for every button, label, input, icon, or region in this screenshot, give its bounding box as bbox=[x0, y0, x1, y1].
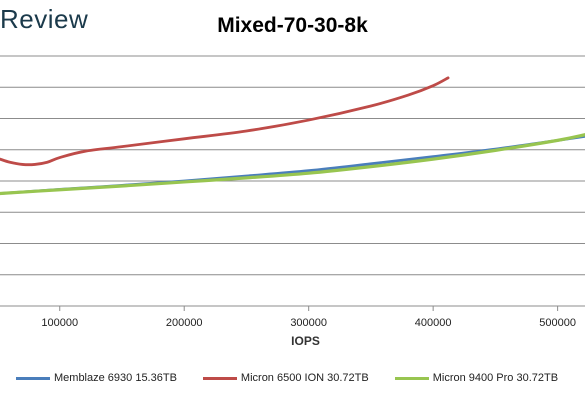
legend: Memblaze 6930 15.36TB Micron 6500 ION 30… bbox=[16, 372, 558, 384]
series-line-1 bbox=[0, 134, 585, 195]
brand-logo: Review bbox=[0, 4, 89, 34]
legend-item: Memblaze 6930 15.36TB bbox=[16, 372, 177, 384]
series-line-2 bbox=[0, 76, 450, 167]
legend-swatch bbox=[16, 376, 50, 380]
legend-label: Micron 9400 Pro 30.72TB bbox=[432, 372, 559, 384]
x-tick-label: 400000 bbox=[415, 317, 452, 329]
legend-label: Memblaze 6930 15.36TB bbox=[54, 372, 177, 384]
legend-label: Micron 6500 ION 30.72TB bbox=[240, 372, 369, 384]
x-tick-label: 500000 bbox=[539, 317, 576, 329]
legend-item: Micron 9400 Pro 30.72TB bbox=[394, 372, 559, 384]
legend-swatch bbox=[202, 376, 237, 380]
x-tick-label: 300000 bbox=[290, 317, 327, 329]
x-tick-label: 200000 bbox=[166, 317, 203, 329]
legend-swatch bbox=[394, 376, 429, 380]
series-line-3 bbox=[0, 133, 585, 196]
legend-item: Micron 6500 ION 30.72TB bbox=[202, 372, 369, 384]
x-axis-title: IOPS bbox=[291, 334, 320, 348]
x-tick-label: 100000 bbox=[41, 317, 78, 329]
chart-title: Mixed-70-30-8k bbox=[217, 14, 368, 37]
